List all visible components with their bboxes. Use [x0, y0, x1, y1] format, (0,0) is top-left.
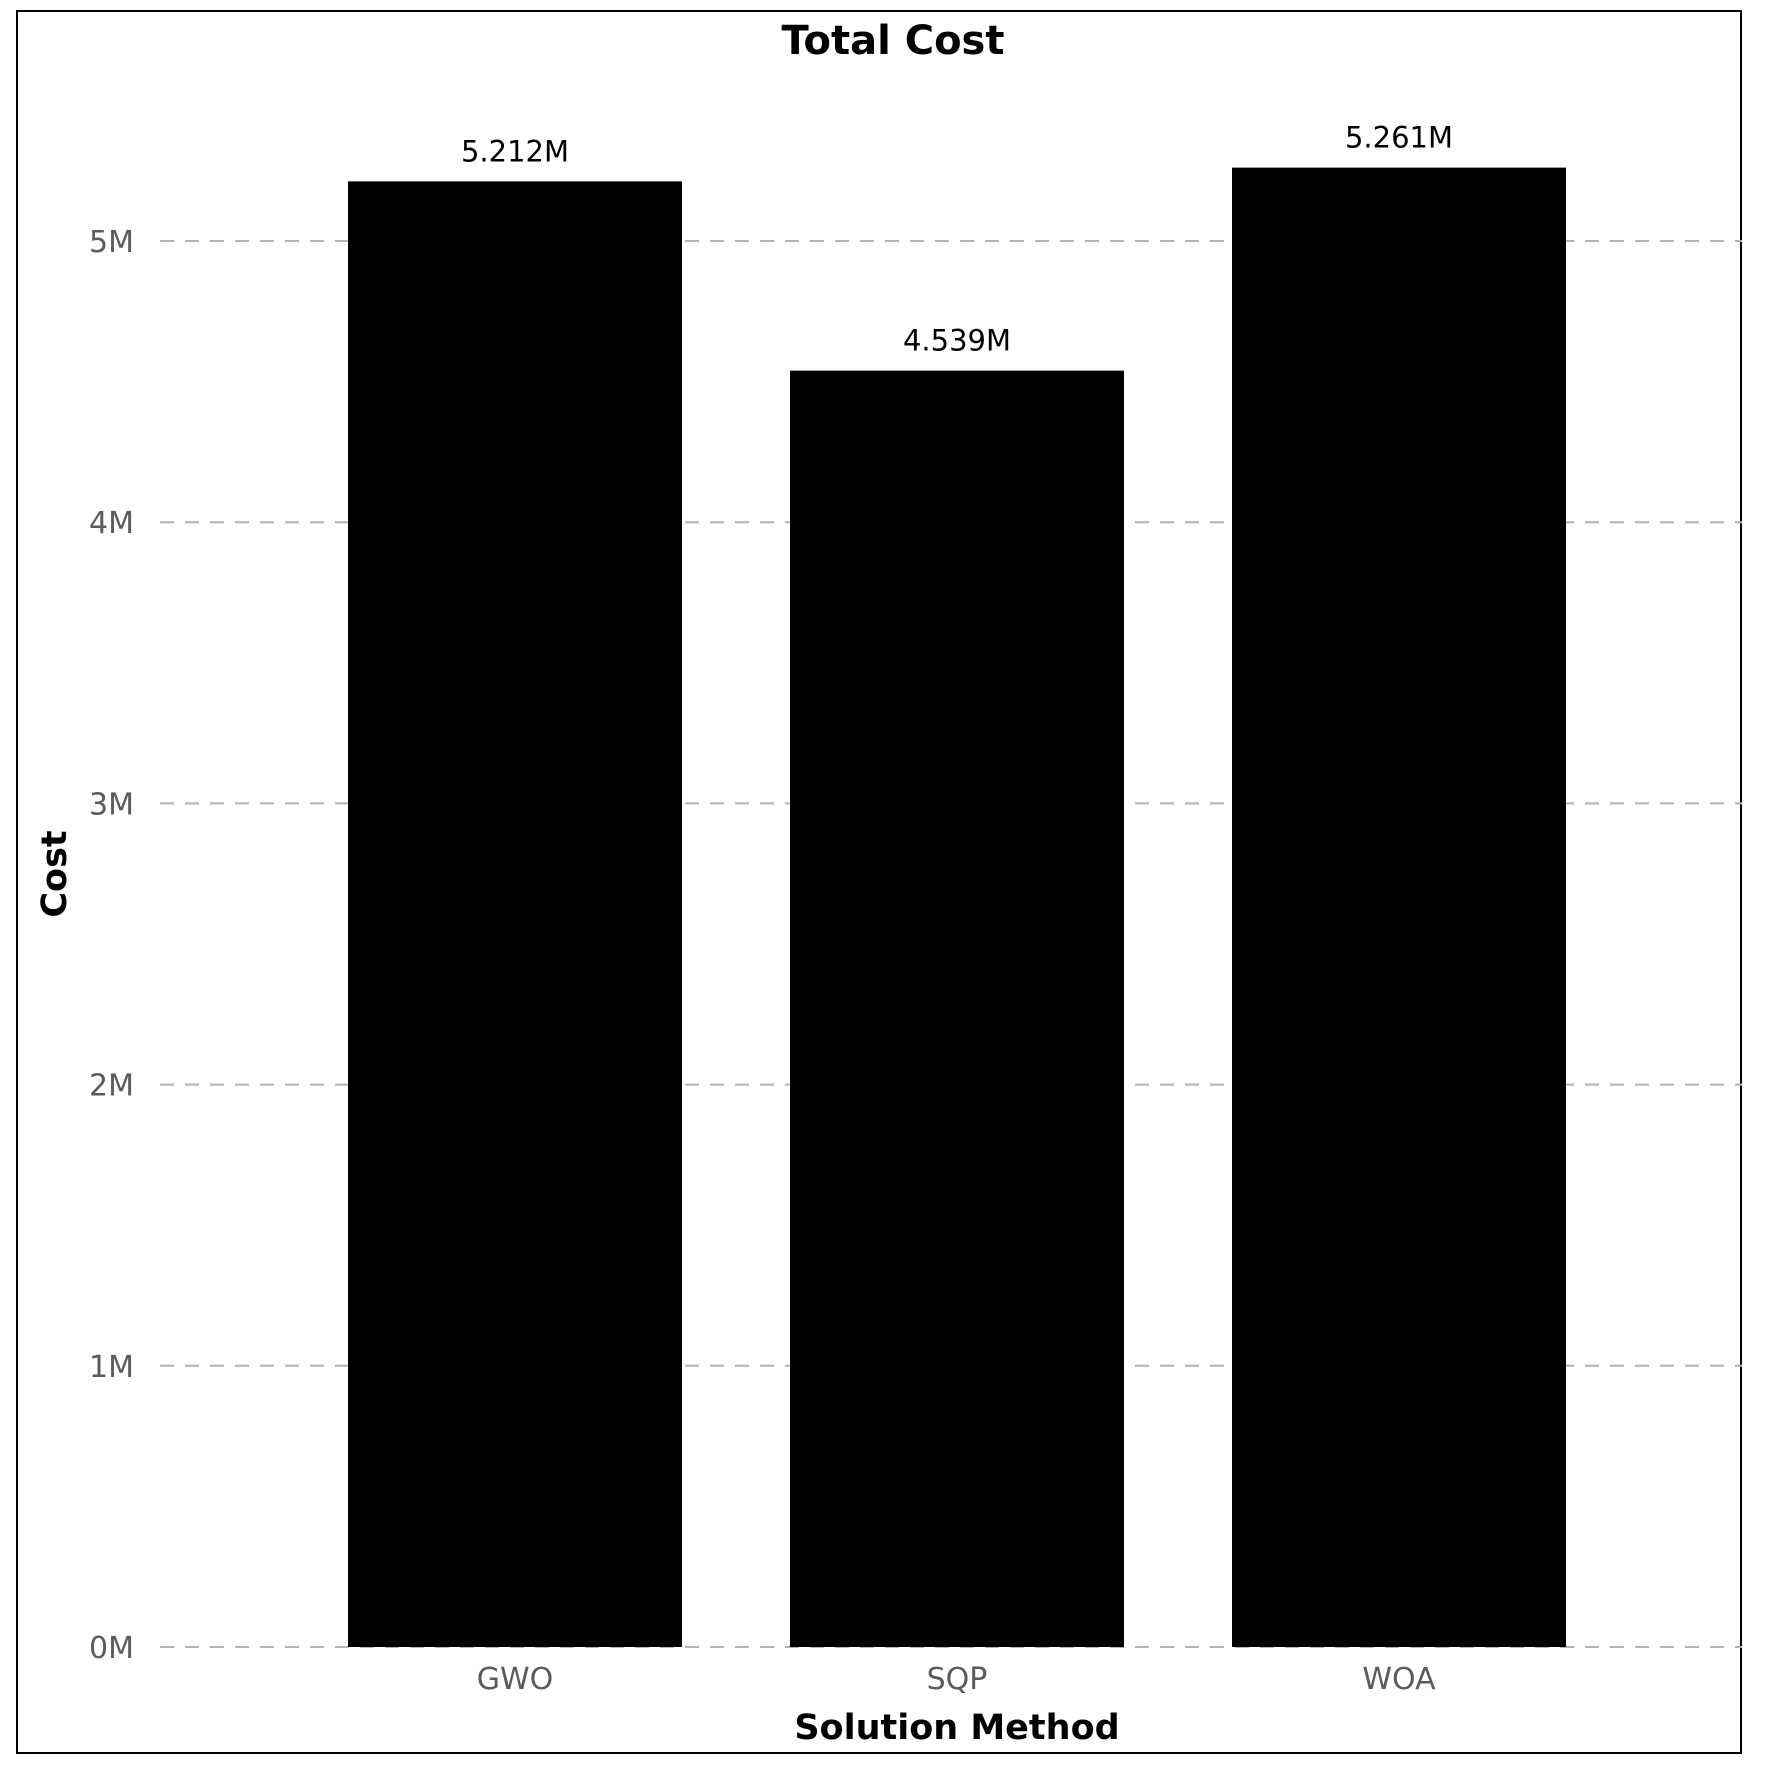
data-label: 5.212M	[461, 134, 569, 168]
bar-woa	[1232, 167, 1566, 1647]
bar-gwo	[348, 181, 682, 1647]
y-tick-label: 3M	[89, 787, 134, 822]
y-tick-label: 2M	[89, 1069, 134, 1104]
bars	[348, 167, 1566, 1648]
y-tick-label: 0M	[89, 1631, 134, 1666]
x-tick-label: WOA	[1362, 1662, 1436, 1697]
x-axis-title: Solution Method	[794, 1708, 1119, 1748]
x-axis-ticks: GWO SQP WOA	[477, 1662, 1436, 1697]
data-labels: 5.212M 4.539M 5.261M	[461, 121, 1453, 358]
chart-title: Total Cost	[782, 18, 1005, 64]
y-tick-label: 5M	[89, 225, 134, 260]
y-tick-label: 1M	[89, 1350, 134, 1385]
data-label: 5.261M	[1345, 121, 1453, 155]
x-tick-label: GWO	[477, 1662, 554, 1697]
y-axis-ticks: 0M 1M 2M 3M 4M 5M	[89, 225, 134, 1666]
y-tick-label: 4M	[89, 506, 134, 541]
bar-sqp	[790, 370, 1124, 1648]
data-label: 4.539M	[903, 324, 1011, 358]
x-tick-label: SQP	[927, 1662, 988, 1697]
y-axis-title: Cost	[35, 830, 75, 917]
